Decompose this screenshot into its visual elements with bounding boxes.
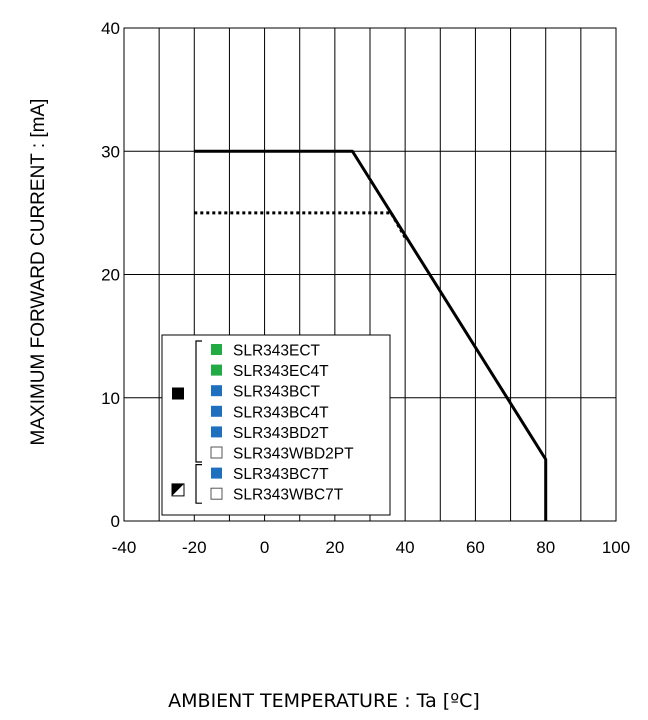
- x-tick-label: 20: [325, 538, 344, 557]
- legend-label: SLR343EC4T: [233, 363, 329, 380]
- legend: SLR343ECT SLR343EC4T SLR343BCT SLR343BC4T SL…: [161, 334, 391, 516]
- legend-swatch: [211, 467, 222, 479]
- legend-label: SLR343ECT: [233, 343, 321, 360]
- x-axis-label: AMBIENT TEMPERATURE : Ta [ºC]: [168, 690, 480, 712]
- legend-label: SLR343WBC7T: [233, 487, 344, 504]
- y-tick-labels: 0 10 20 30 40: [101, 19, 120, 531]
- legend-label: SLR343BCT: [233, 384, 321, 401]
- x-tick-label: 80: [536, 538, 555, 557]
- legend-box: [161, 334, 391, 516]
- x-tick-label: 60: [466, 538, 485, 557]
- legend-label: SLR343WBD2PT: [233, 446, 354, 463]
- legend-label: SLR343BD2T: [233, 425, 329, 442]
- x-tick-label: -40: [112, 538, 137, 557]
- y-tick-label: 20: [101, 266, 120, 285]
- y-tick-label: 10: [101, 389, 120, 408]
- y-tick-label: 30: [101, 142, 120, 161]
- y-tick-label: 40: [101, 19, 120, 38]
- x-tick-label: 100: [602, 538, 630, 557]
- series-line-solid: [194, 149, 548, 521]
- legend-swatch: [211, 426, 222, 438]
- y-axis-label: MAXIMUM FORWARD CURRENT : [mA]: [28, 99, 49, 446]
- legend-bracket: [195, 340, 202, 463]
- legend-marker-solid: [172, 387, 184, 400]
- legend-swatch: [211, 364, 222, 376]
- legend-marker-half-fill: [172, 483, 184, 496]
- legend-label: SLR343BC7T: [233, 466, 329, 483]
- x-tick-labels: -40 -20 0 20 40 60 80 100: [112, 538, 630, 557]
- legend-label: SLR343BC4T: [233, 404, 329, 421]
- legend-swatch: [210, 446, 223, 459]
- legend-swatch: [210, 487, 223, 500]
- x-tick-label: 40: [396, 538, 415, 557]
- legend-bracket: [195, 464, 202, 504]
- legend-swatch: [211, 344, 222, 355]
- plot-frame: [123, 27, 617, 522]
- x-tick-label: 0: [260, 538, 269, 557]
- x-tick-label: -20: [182, 538, 207, 557]
- y-tick-label: 0: [111, 512, 120, 531]
- legend-swatch: [211, 385, 222, 397]
- legend-swatch: [211, 405, 222, 417]
- series-lines: [194, 149, 548, 521]
